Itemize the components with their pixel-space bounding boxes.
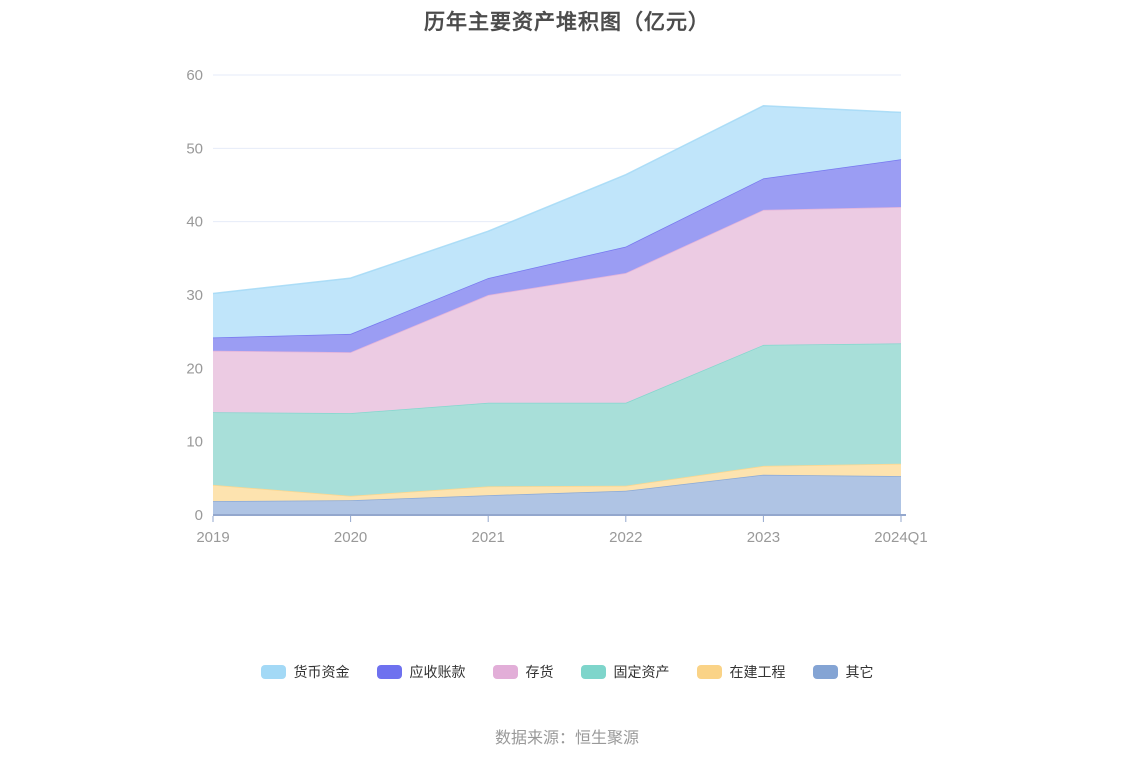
stacked-area-chart: 0 10 20 30 40 50 60 2019 2020 2021 2022 2023 2024Q1 [186,67,927,546]
x-tick-label: 2022 [609,529,642,546]
x-tick-label: 2024Q1 [874,529,927,546]
legend-label: 固定资产 [613,664,670,680]
y-tick-label: 30 [186,287,203,304]
chart-title: 历年主要资产堆积图（亿元） [424,11,710,34]
x-tick-label: 2019 [196,529,229,546]
legend-swatch-other [812,665,838,679]
x-tick-label: 2020 [334,529,367,546]
chart-legend: 货币资金 应收账款 存货 固定资产 在建工程 其它 [0,662,1134,682]
legend-label: 存货 [525,664,554,680]
y-tick-label: 20 [186,360,203,377]
y-tick-label: 0 [195,507,203,524]
area-construction-in-progress[interactable] [213,463,901,502]
area-fixed-assets[interactable] [213,343,901,496]
area-accounts-receivable[interactable] [213,159,901,353]
y-tick-label: 50 [186,140,203,157]
y-tick-label: 60 [186,67,203,84]
legend-swatch-construction-in-progress [696,665,722,679]
area-inventory[interactable] [213,207,901,414]
area-monetary-funds[interactable] [213,105,901,338]
area-other[interactable] [213,474,901,515]
legend-item-fixed-assets[interactable]: 固定资产 [580,662,670,682]
legend-item-inventory[interactable]: 存货 [492,662,554,682]
legend-item-accounts-receivable[interactable]: 应收账款 [376,662,466,682]
legend-label: 应收账款 [409,664,466,680]
legend-item-monetary-funds[interactable]: 货币资金 [260,662,350,682]
x-tick-label: 2021 [472,529,505,546]
legend-swatch-accounts-receivable [376,665,402,679]
legend-label: 货币资金 [293,664,350,680]
legend-swatch-monetary-funds [260,665,286,679]
legend-swatch-inventory [492,665,518,679]
legend-item-other[interactable]: 其它 [812,662,874,682]
legend-swatch-fixed-assets [580,665,606,679]
line-monetary-funds [212,105,902,295]
x-tick-label: 2023 [747,529,780,546]
y-tick-label: 10 [186,434,203,451]
data-source-note: 数据来源：恒生聚源 [494,730,639,747]
legend-label: 在建工程 [729,664,786,680]
legend-label: 其它 [845,664,874,680]
y-tick-label: 40 [186,214,203,231]
legend-item-construction-in-progress[interactable]: 在建工程 [696,662,786,682]
